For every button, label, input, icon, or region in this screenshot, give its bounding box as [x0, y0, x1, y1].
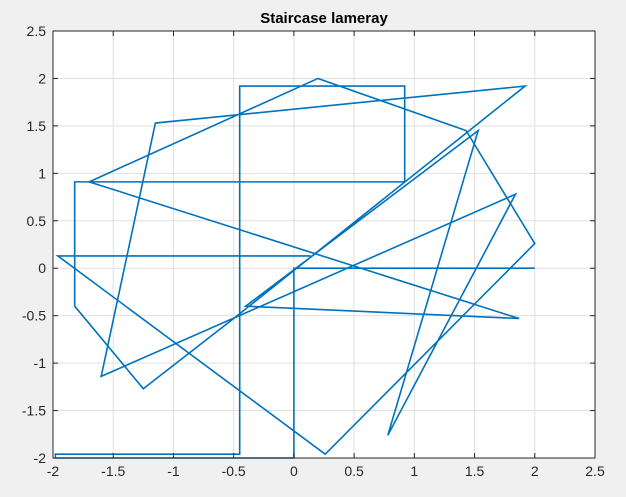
y-tick-label: 2 — [38, 70, 46, 86]
x-tick-label: -1 — [167, 463, 180, 479]
staircase-series-line — [54, 77, 536, 459]
x-tick-label: -2 — [47, 463, 60, 479]
y-tick-label: 1.5 — [27, 118, 47, 134]
y-tick-label: 1 — [38, 165, 46, 181]
x-tick-label: -1.5 — [101, 463, 125, 479]
ticks — [52, 30, 596, 459]
y-tick-label: -2 — [34, 450, 47, 466]
y-tick-label: -1 — [34, 355, 47, 371]
x-tick-label: 2 — [531, 463, 539, 479]
y-tick-label: 0.5 — [27, 213, 47, 229]
x-tick-label: 2.5 — [585, 463, 605, 479]
y-tick-label: 2.5 — [27, 23, 47, 39]
axes-box — [52, 30, 596, 459]
y-tick-label: -1.5 — [22, 403, 46, 419]
x-tick-label: 0 — [290, 463, 298, 479]
y-tick-label: 0 — [38, 260, 46, 276]
y-tick-label: -0.5 — [22, 308, 46, 324]
tick-labels: -2 -1.5 -1 -0.5 0 0.5 1 1.5 2 2.5 -2 -1.5 -1 -0.5 0 0.5… — [22, 23, 605, 479]
x-tick-label: -0.5 — [222, 463, 246, 479]
chart-title: Staircase lameray — [260, 10, 388, 27]
plot-area — [54, 77, 536, 459]
x-tick-label: 1.5 — [465, 463, 485, 479]
x-tick-label: 0.5 — [344, 463, 364, 479]
x-tick-label: 1 — [410, 463, 418, 479]
